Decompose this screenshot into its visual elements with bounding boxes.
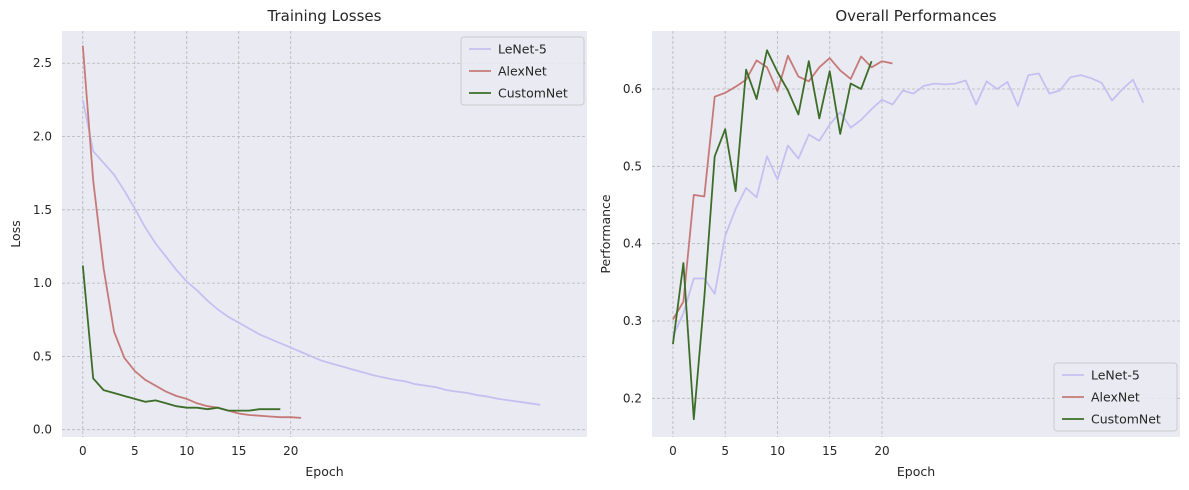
y-tick-label: 0.3 [623, 314, 642, 328]
x-tick-label: 0 [669, 444, 677, 458]
y-tick-label: 0.5 [33, 349, 52, 363]
x-tick-label: 20 [874, 444, 889, 458]
y-tick-label: 0.0 [33, 423, 52, 437]
x-tick-label: 15 [231, 444, 246, 458]
series-line-lenet-5 [672, 72, 1145, 337]
y-axis-label: Loss [8, 220, 23, 247]
y-tick-label: 0.2 [623, 391, 642, 405]
x-axis-label: Epoch [897, 464, 935, 479]
chart-title: Overall Performances [835, 7, 996, 25]
x-tick-label: 15 [822, 444, 837, 458]
series-line-customnet [81, 265, 281, 412]
legend-label: LeNet-5 [1091, 368, 1140, 383]
series-line-customnet [672, 49, 873, 421]
series-line-alexnet [672, 54, 893, 320]
y-tick-label: 2.5 [33, 56, 52, 70]
legend: LeNet-5 AlexNet CustomNet [1053, 362, 1178, 432]
legend-box [460, 36, 585, 106]
legend-box [1053, 362, 1178, 432]
legend-label: LeNet-5 [498, 42, 547, 57]
y-tick-label: 2.0 [33, 130, 52, 144]
y-tick-label: 0.5 [623, 159, 642, 173]
x-tick-label: 5 [721, 444, 729, 458]
chart-title: Training Losses [267, 7, 382, 25]
x-tick-label: 10 [179, 444, 194, 458]
x-tick-label: 20 [283, 444, 298, 458]
training-losses-chart: 0 5 10 15 20 0.0 0.5 1.0 1.5 2.0 2.5 Training Losse… [8, 7, 587, 479]
x-axis-label: Epoch [305, 464, 343, 479]
x-tick-label: 0 [79, 444, 87, 458]
legend-label: AlexNet [1091, 390, 1140, 405]
series-line-lenet-5 [81, 99, 541, 406]
overall-performances-chart: 0 5 10 15 20 0.2 0.3 0.4 0.5 0.6 Overall Performan… [598, 7, 1180, 479]
legend-label: CustomNet [1091, 412, 1161, 427]
y-tick-label: 1.5 [33, 203, 52, 217]
y-tick-label: 1.0 [33, 276, 52, 290]
x-tick-label: 10 [770, 444, 785, 458]
y-tick-label: 0.4 [623, 237, 642, 251]
series-line-alexnet [81, 45, 302, 419]
y-tick-label: 0.6 [623, 82, 642, 96]
legend: LeNet-5 AlexNet CustomNet [460, 36, 585, 106]
y-axis-label: Performance [598, 194, 613, 274]
legend-label: AlexNet [498, 64, 547, 79]
x-tick-label: 5 [131, 444, 139, 458]
legend-label: CustomNet [498, 86, 568, 101]
